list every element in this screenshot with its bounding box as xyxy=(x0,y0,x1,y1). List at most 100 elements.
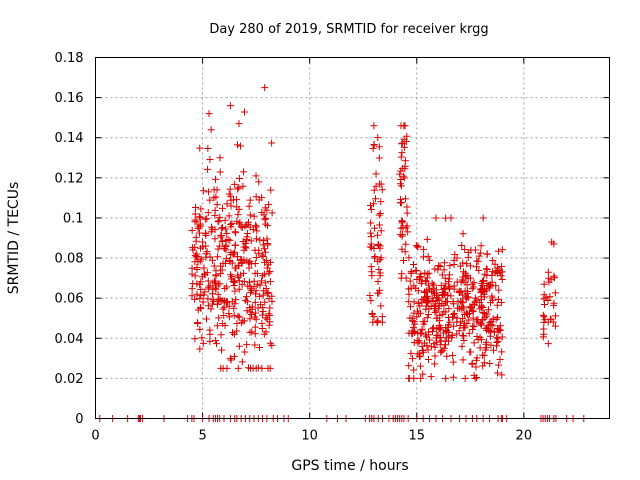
data-point xyxy=(228,298,236,306)
data-point xyxy=(196,345,204,353)
data-point xyxy=(410,261,418,269)
y-tick-labels: 0 0.02 0.04 0.06 0.08 0.1 0.12 0.14 0.16 0.18 xyxy=(55,51,84,427)
data-point xyxy=(266,312,274,320)
data-point xyxy=(417,279,425,287)
data-point xyxy=(398,245,406,253)
y-tick-label: 0.02 xyxy=(55,372,84,387)
data-point xyxy=(488,268,496,276)
data-point xyxy=(477,288,485,296)
data-point xyxy=(226,236,234,244)
data-point xyxy=(485,306,493,314)
data-point xyxy=(466,262,474,270)
data-point xyxy=(442,374,450,382)
data-point xyxy=(496,326,504,334)
data-point xyxy=(469,314,477,322)
data-point xyxy=(400,256,408,264)
data-point xyxy=(406,277,414,285)
data-point xyxy=(188,292,196,300)
data-point xyxy=(218,320,226,328)
data-point xyxy=(460,304,468,312)
data-point xyxy=(264,261,272,269)
data-point xyxy=(216,168,224,176)
data-point xyxy=(212,271,220,279)
data-point xyxy=(471,374,479,382)
data-point xyxy=(436,325,444,333)
data-point xyxy=(405,362,413,370)
data-point xyxy=(423,314,431,322)
data-point xyxy=(263,256,271,264)
data-point xyxy=(437,348,445,356)
data-point xyxy=(440,266,448,274)
data-point xyxy=(201,215,209,223)
data-point xyxy=(427,373,435,381)
data-point xyxy=(213,322,221,330)
data-point xyxy=(496,356,504,364)
data-point xyxy=(487,281,495,289)
data-point xyxy=(431,309,439,317)
data-point xyxy=(252,221,260,229)
data-point xyxy=(498,348,506,356)
data-point xyxy=(377,254,385,262)
data-point xyxy=(233,217,241,225)
data-point xyxy=(236,142,244,150)
data-point xyxy=(487,327,495,335)
data-point xyxy=(260,270,268,278)
data-point xyxy=(370,141,378,149)
data-point xyxy=(268,297,276,305)
data-point xyxy=(551,289,559,297)
data-point xyxy=(493,264,501,272)
data-point xyxy=(220,297,228,305)
data-point xyxy=(211,226,219,234)
data-point xyxy=(259,304,267,312)
data-point xyxy=(432,214,440,222)
data-point xyxy=(486,328,494,336)
data-point xyxy=(417,329,425,337)
data-point xyxy=(396,170,404,178)
data-point xyxy=(232,264,240,272)
data-point xyxy=(540,318,548,326)
data-point xyxy=(252,193,260,201)
data-point xyxy=(370,245,378,253)
data-point xyxy=(223,229,231,237)
data-point xyxy=(242,244,250,252)
data-point xyxy=(194,320,202,328)
data-point xyxy=(197,285,205,293)
data-point xyxy=(402,274,410,282)
data-point xyxy=(205,188,213,196)
data-point xyxy=(251,341,259,349)
data-point xyxy=(219,224,227,232)
data-point xyxy=(374,317,382,325)
data-point xyxy=(213,201,221,209)
data-point xyxy=(407,303,415,311)
data-point xyxy=(377,180,385,188)
data-point xyxy=(482,338,490,346)
data-point xyxy=(258,277,266,285)
data-point xyxy=(228,259,236,267)
data-point xyxy=(266,277,274,285)
data-point xyxy=(377,302,385,310)
data-point xyxy=(475,266,483,274)
data-point xyxy=(400,143,408,151)
data-point xyxy=(200,270,208,278)
data-point xyxy=(235,120,243,128)
data-point xyxy=(544,268,552,276)
data-point xyxy=(552,312,560,320)
data-point xyxy=(442,341,450,349)
data-point xyxy=(540,291,548,299)
data-point xyxy=(477,242,485,250)
data-point xyxy=(209,296,217,304)
data-point xyxy=(398,231,406,239)
data-point xyxy=(246,211,254,219)
data-point xyxy=(498,246,506,254)
data-point xyxy=(240,168,248,176)
data-point xyxy=(231,287,239,295)
data-point xyxy=(210,262,218,270)
data-point xyxy=(405,285,413,293)
data-point xyxy=(196,229,204,237)
data-point xyxy=(401,165,409,173)
data-point xyxy=(400,172,408,180)
data-point xyxy=(476,333,484,341)
data-point xyxy=(494,369,502,377)
data-point xyxy=(495,361,503,369)
data-point xyxy=(233,141,241,149)
